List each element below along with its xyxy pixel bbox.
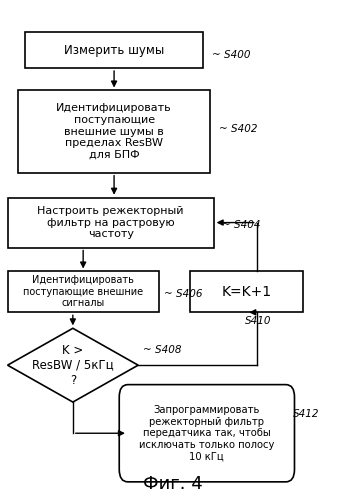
Polygon shape bbox=[8, 328, 138, 402]
Text: Идентифицировать
поступающие внешние
сигналы: Идентифицировать поступающие внешние сиг… bbox=[23, 276, 143, 308]
Text: ~ S408: ~ S408 bbox=[143, 344, 182, 354]
Text: Настроить режекторный
фильтр на растровую
частоту: Настроить режекторный фильтр на растрову… bbox=[37, 206, 184, 239]
Text: K >
ResBW / 5кГц
?: K > ResBW / 5кГц ? bbox=[32, 344, 114, 386]
Text: ~ S406: ~ S406 bbox=[164, 289, 203, 299]
FancyBboxPatch shape bbox=[8, 272, 159, 312]
FancyBboxPatch shape bbox=[119, 384, 295, 482]
Text: ~ S400: ~ S400 bbox=[212, 50, 250, 59]
Text: S410: S410 bbox=[245, 316, 271, 326]
Text: ~ S404: ~ S404 bbox=[222, 220, 261, 230]
Text: Запрограммировать
режекторный фильтр
передатчика так, чтобы
исключать только пол: Запрограммировать режекторный фильтр пер… bbox=[139, 405, 275, 462]
FancyBboxPatch shape bbox=[8, 198, 214, 248]
Text: S412: S412 bbox=[293, 408, 319, 418]
FancyBboxPatch shape bbox=[18, 90, 210, 172]
Text: Фиг. 4: Фиг. 4 bbox=[142, 476, 203, 494]
Text: Идентифицировать
поступающие
внешние шумы в
пределах ResBW
для БПФ: Идентифицировать поступающие внешние шум… bbox=[56, 104, 172, 160]
FancyBboxPatch shape bbox=[25, 32, 204, 68]
FancyBboxPatch shape bbox=[190, 272, 303, 312]
Text: ~ S402: ~ S402 bbox=[219, 124, 257, 134]
Text: Измерить шумы: Измерить шумы bbox=[64, 44, 164, 57]
Text: K=K+1: K=K+1 bbox=[221, 285, 272, 299]
